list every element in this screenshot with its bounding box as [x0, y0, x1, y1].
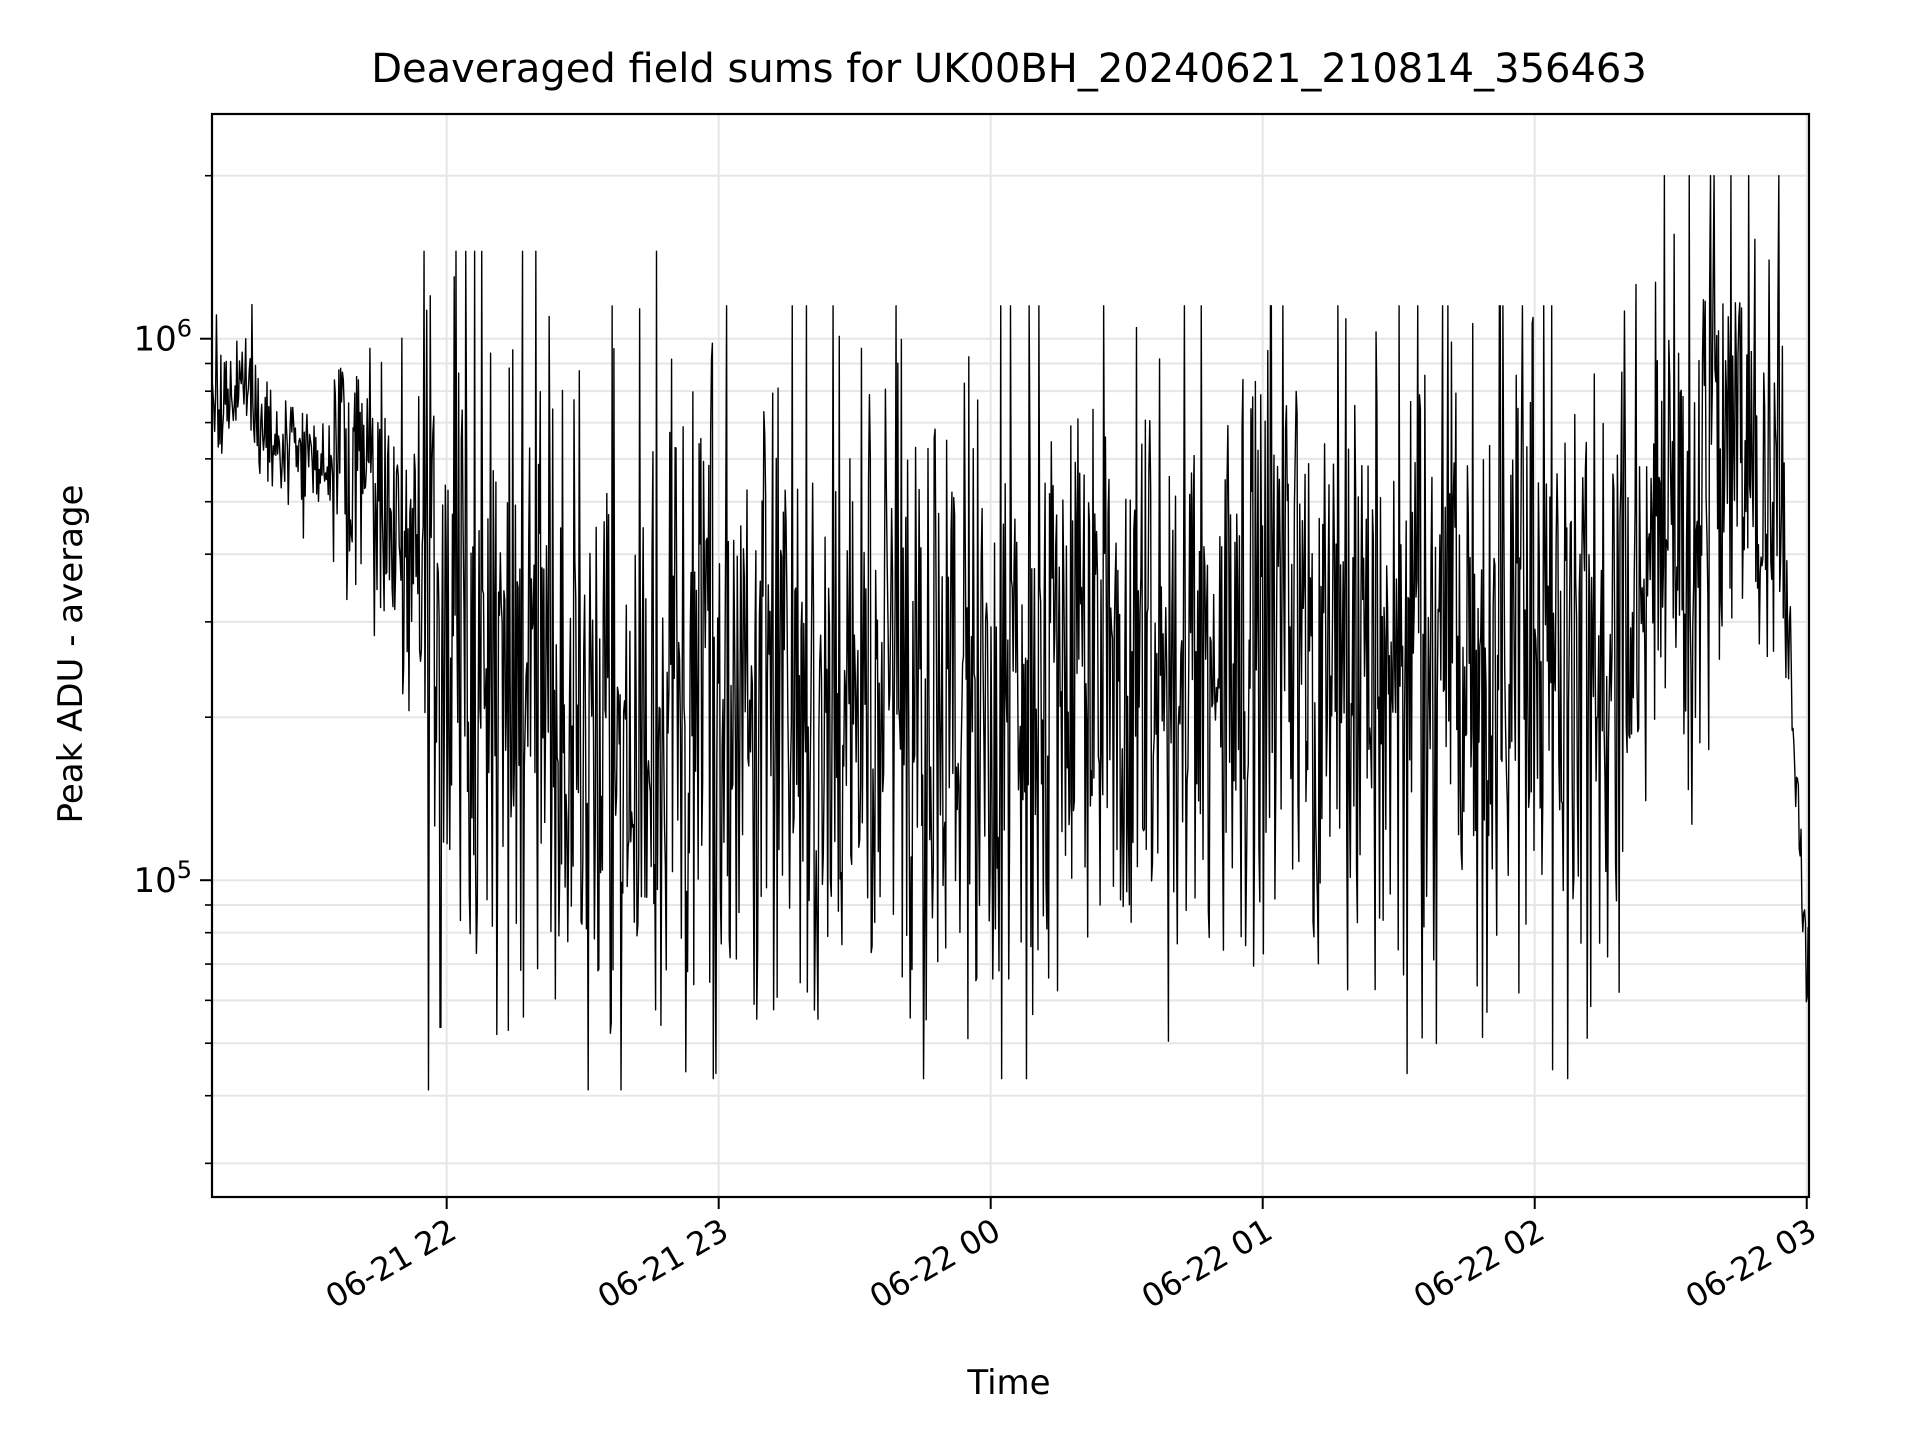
axes-frame — [210, 112, 1811, 1199]
y-tick-label: 105 — [133, 856, 192, 901]
chart-title: Deaveraged field sums for UK00BH_2024062… — [371, 46, 1647, 92]
y-axis-label: Peak ADU - average — [51, 485, 91, 824]
x-axis-label: Time — [966, 1363, 1050, 1403]
y-tick-label: 106 — [133, 315, 192, 360]
plot-area — [211, 175, 1810, 1091]
series-line — [211, 175, 1810, 1091]
